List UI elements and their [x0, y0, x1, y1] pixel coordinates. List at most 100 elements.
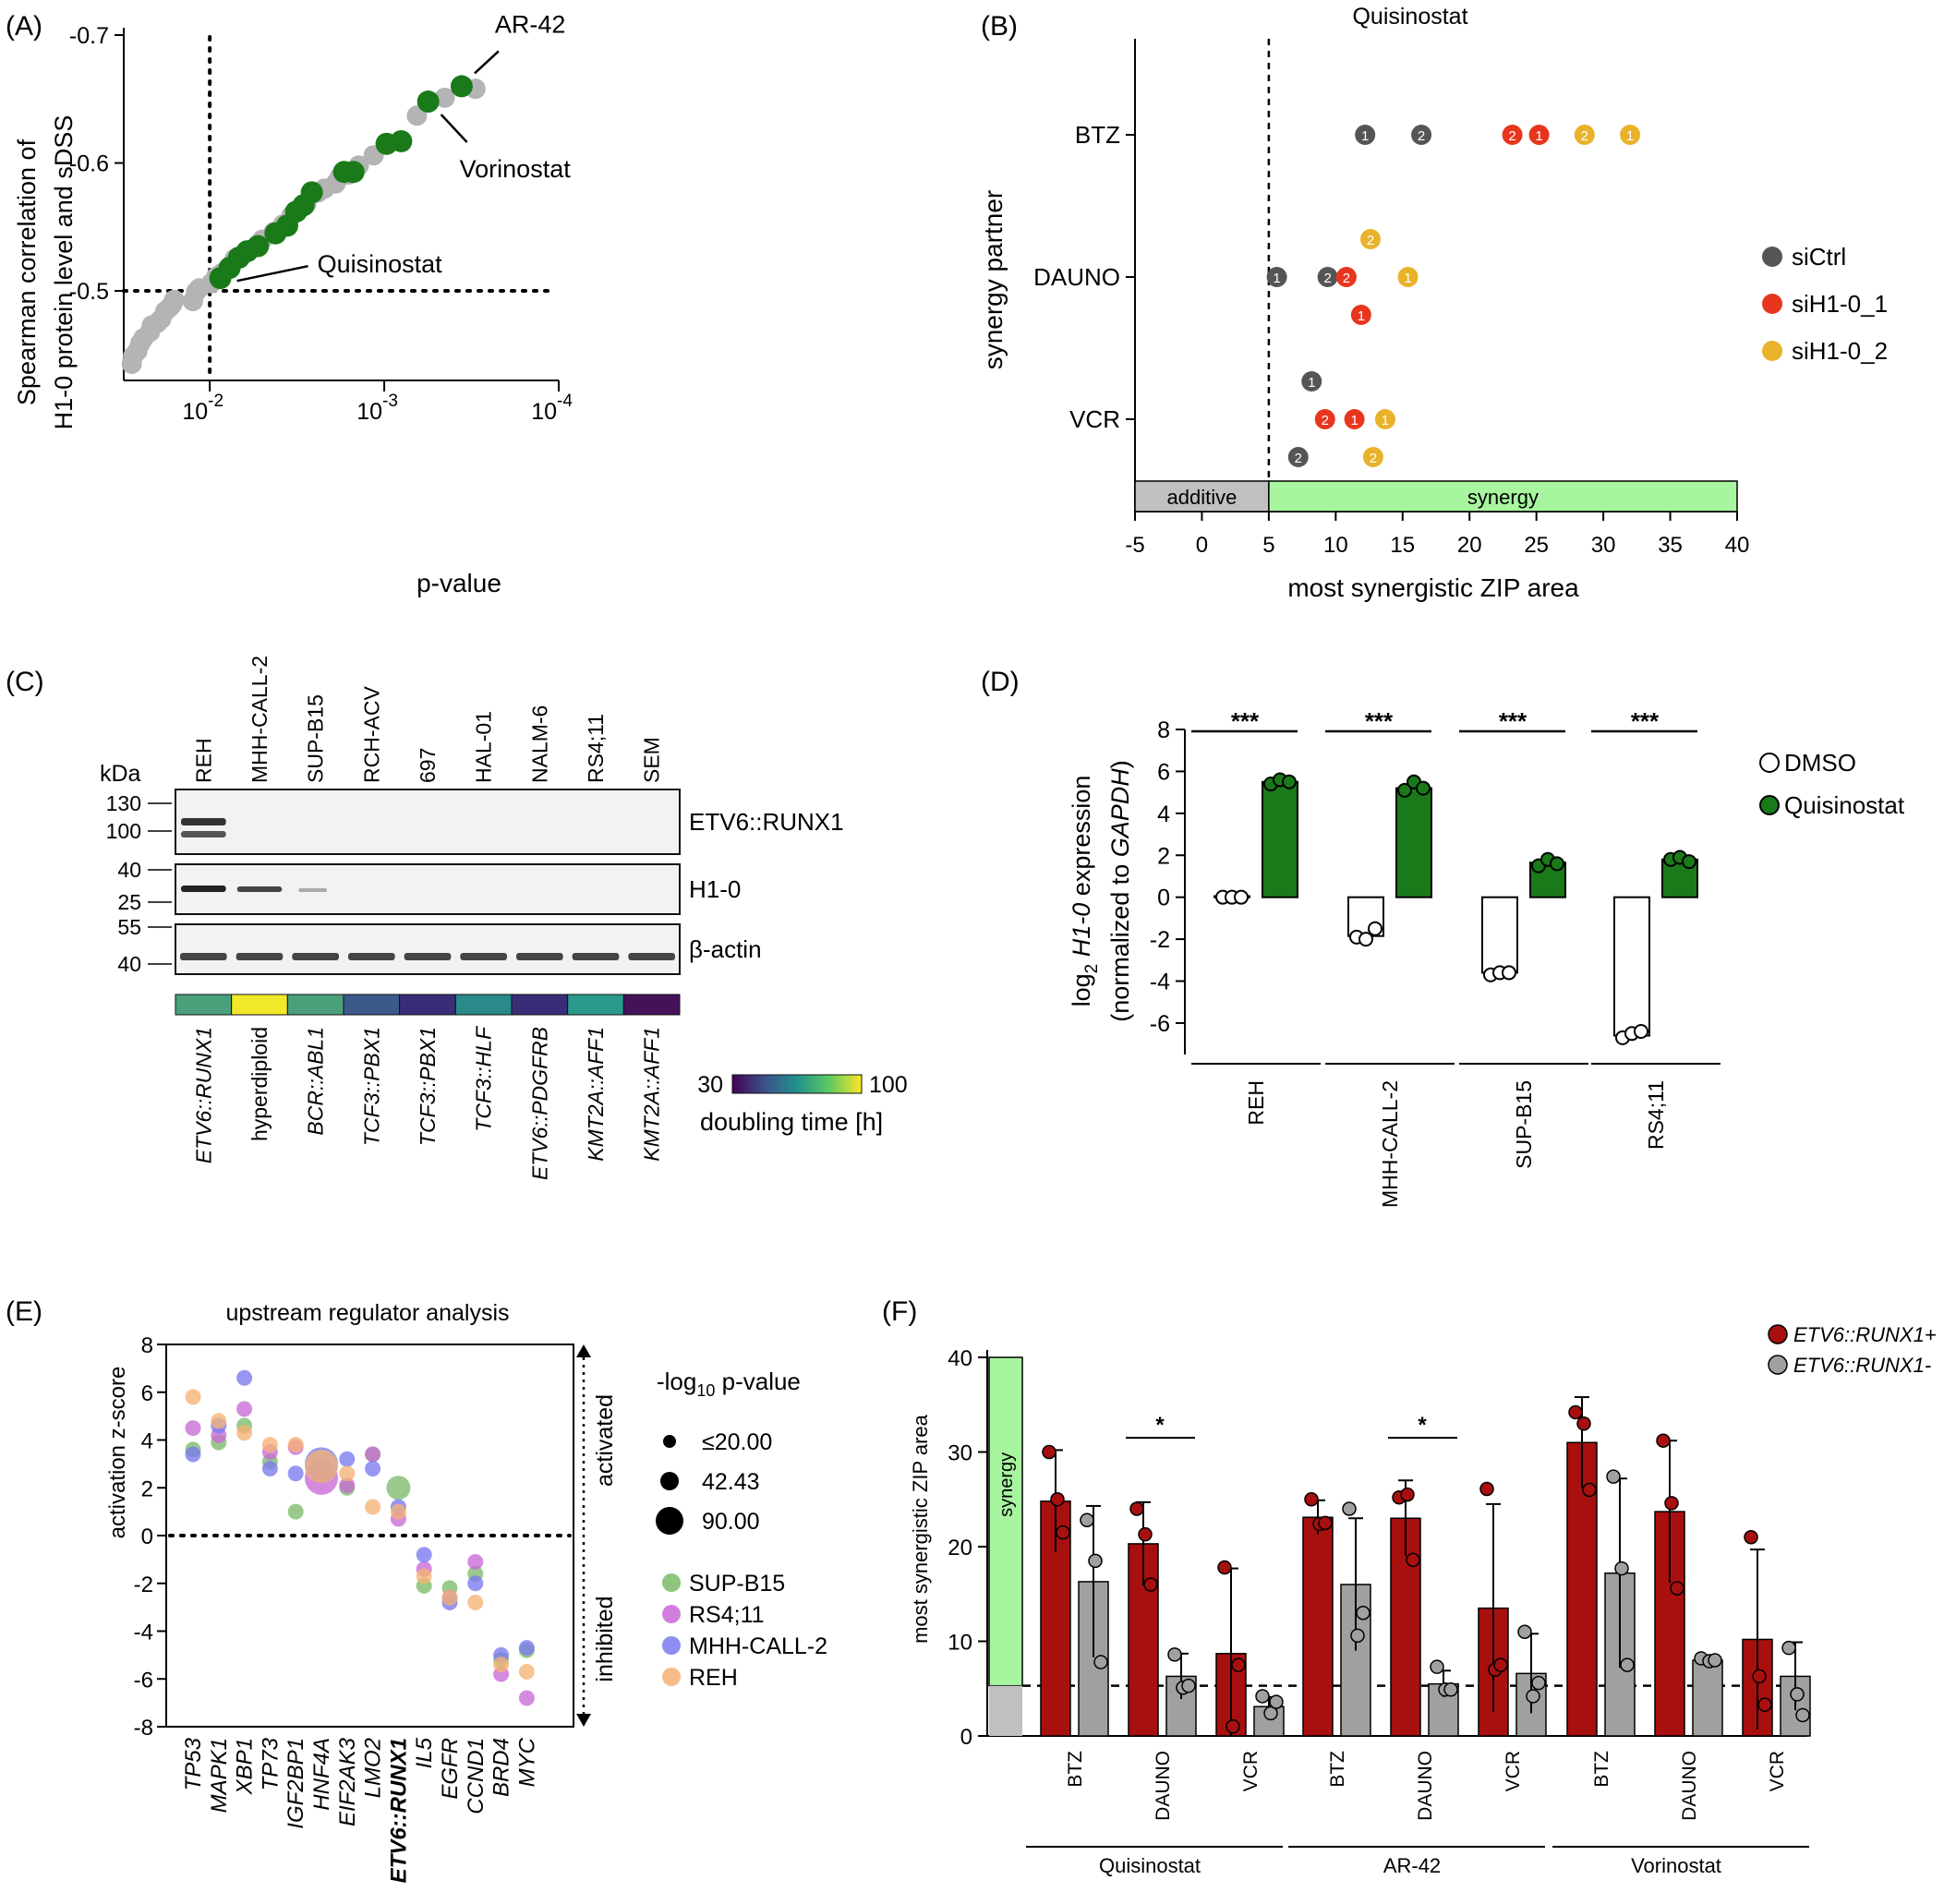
replicate-point	[1531, 1675, 1546, 1691]
size-legend-label: 42.43	[702, 1469, 760, 1495]
legend-marker	[1762, 247, 1782, 267]
replicate-point	[1517, 1624, 1532, 1639]
annotation-leader	[440, 114, 468, 143]
replicate-label: 1	[1382, 413, 1389, 428]
blot-box	[175, 923, 681, 975]
panel-e-legend: -log10 p-value ≤20.00 42.43 90.00 SUP-B15 RS4…	[656, 1368, 827, 1691]
annotation-label: AR-42	[495, 10, 566, 38]
y-label-part: (normalized to	[1106, 857, 1134, 1022]
additive-band	[989, 1685, 1022, 1736]
scatter-point-siH1-0_1	[1350, 305, 1371, 325]
panel-f-legend: ETV6::RUNX1+ETV6::RUNX1-	[1768, 1323, 1937, 1377]
replicate-label: 2	[1418, 128, 1425, 144]
scatter-point-other	[163, 289, 185, 310]
panel-c-colorbar: 30 100 doubling time [h]	[697, 1072, 908, 1136]
bubble-REH	[390, 1503, 406, 1520]
panel-e-y-axis-label: activation z-score	[105, 1367, 130, 1539]
y-tick-label: 2	[141, 1476, 153, 1501]
subtype-label: BCR::ABL1	[304, 1027, 328, 1136]
panel-b-label: (B)	[981, 11, 1018, 42]
x-tick-label: 10	[182, 399, 208, 425]
annotation-label: Vorinostat	[460, 155, 572, 183]
panel-a-x-axis-label: p-value	[417, 569, 501, 597]
legend-marker	[1762, 294, 1782, 314]
legend-label: ETV6::RUNX1-	[1793, 1354, 1931, 1377]
category-label: IL5	[412, 1737, 437, 1768]
bar-DMSO	[1481, 896, 1518, 974]
bubble-REH	[339, 1465, 356, 1482]
lane-label: RCH-ACV	[359, 686, 383, 783]
replicate-point	[1634, 1024, 1648, 1040]
y-tick-label: -8	[134, 1716, 153, 1741]
replicate-point	[1356, 1606, 1370, 1621]
marker-label: 25	[117, 890, 141, 914]
replicate-label: 2	[1367, 233, 1374, 248]
synergy-band-label: synergy	[996, 1452, 1017, 1517]
replicate-label: 2	[1581, 128, 1588, 144]
blot-label: β-actin	[689, 935, 762, 963]
scatter-point-siH1-0_1	[1314, 409, 1335, 429]
legend-label: ETV6::RUNX1+	[1793, 1323, 1937, 1346]
subtype-label: hyperdiploid	[248, 1027, 272, 1141]
scatter-point-siCtrl	[1411, 125, 1432, 145]
lane-label: HAL-01	[472, 711, 496, 783]
y-tick-label: -0.6	[69, 151, 109, 177]
panel-e-title: upstream regulator analysis	[225, 1300, 509, 1326]
y-label-gene: H1-0	[1068, 903, 1095, 958]
x-tick-label: 10	[356, 399, 382, 425]
heat-cell	[511, 994, 569, 1016]
significance-label: *	[1418, 1413, 1427, 1438]
category-label: MYC	[514, 1737, 539, 1787]
x-tick-label: 0	[1196, 533, 1208, 558]
category-label: CCND1	[464, 1738, 489, 1814]
y-tick-label: -6	[1150, 1011, 1170, 1037]
legend-label: siH1-0_2	[1792, 337, 1888, 365]
size-legend-label: 90.00	[702, 1509, 760, 1535]
bubble-REH	[493, 1657, 510, 1673]
category-label: REH	[1244, 1080, 1268, 1126]
replicate-point	[1582, 1482, 1597, 1498]
drug-label: BTZ	[1065, 1751, 1086, 1788]
replicate-point	[1795, 1707, 1810, 1723]
panel-c-lane-labels: REH MHH-CALL-2 SUP-B15 RCH-ACV 697 HAL-01 NALM…	[191, 656, 663, 783]
scatter-point-siH1-0_2	[1397, 267, 1419, 287]
blot-band	[404, 953, 452, 960]
colorbar-max-label: 100	[869, 1072, 908, 1098]
replicate-point	[1050, 1492, 1065, 1507]
y-tick-label: 0	[141, 1524, 153, 1549]
scatter-point-siH1-0_1	[1344, 409, 1365, 429]
marker-label: 40	[117, 858, 141, 882]
side-label-activated: activated	[592, 1394, 618, 1487]
bubble-MHH-CALL-2	[261, 1461, 278, 1477]
x-tick-exponent: -3	[382, 392, 398, 411]
legend-label: Quisinostat	[1784, 791, 1905, 819]
kda-label: kDa	[100, 761, 141, 787]
bubble-REH	[441, 1589, 458, 1606]
size-legend-label: ≤20.00	[702, 1429, 772, 1455]
bubble-MHH-CALL-2	[185, 1446, 201, 1463]
replicate-point	[1682, 854, 1696, 870]
annotation-leader	[236, 264, 308, 283]
bubble-RS4;11	[518, 1690, 535, 1706]
panel-b: (B) Quisinostat -5 0 5 10 15 20 25 30 35 40 BTZ DAU…	[979, 4, 1888, 602]
marker-label: 40	[117, 952, 141, 976]
blot-band	[181, 831, 226, 838]
replicate-label: 1	[1350, 413, 1358, 428]
category-label: BRD4	[489, 1738, 514, 1797]
legend-marker	[662, 1668, 681, 1686]
blot-label: H1-0	[689, 875, 741, 903]
panel-d: (D) 8 6 4 2 0 -2 -4 -6 REH MHH-CALL-2 SUP-B15 RS4;1…	[981, 667, 1905, 1208]
significance-label: *	[1155, 1413, 1165, 1438]
scatter-point-siH1-0_2	[1362, 447, 1383, 467]
legend-marker	[1759, 753, 1780, 773]
y-label-subscript: 2	[1082, 964, 1102, 974]
lane-label: SUP-B15	[304, 694, 328, 783]
significance-label: ***	[1499, 707, 1527, 735]
scatter-point-siCtrl	[1301, 371, 1322, 392]
annotation-label: Quisinostat	[318, 250, 443, 278]
blot-band	[235, 953, 284, 960]
x-tick-label: 30	[1591, 533, 1616, 558]
scatter-point-siCtrl	[1317, 267, 1338, 287]
significance-label: ***	[1365, 707, 1394, 735]
size-legend-part: p-value	[715, 1368, 801, 1395]
